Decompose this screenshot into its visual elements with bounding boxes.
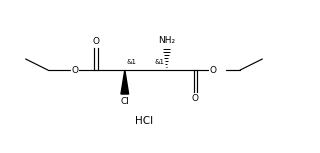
Text: HCl: HCl [135,116,153,126]
Text: &1: &1 [126,59,136,65]
Text: NH₂: NH₂ [158,36,175,45]
Text: &1: &1 [155,59,165,65]
Text: O: O [192,94,199,103]
Text: Cl: Cl [120,97,129,106]
Text: O: O [92,37,100,46]
Text: O: O [72,66,79,75]
Text: O: O [209,66,216,75]
Polygon shape [121,70,129,94]
